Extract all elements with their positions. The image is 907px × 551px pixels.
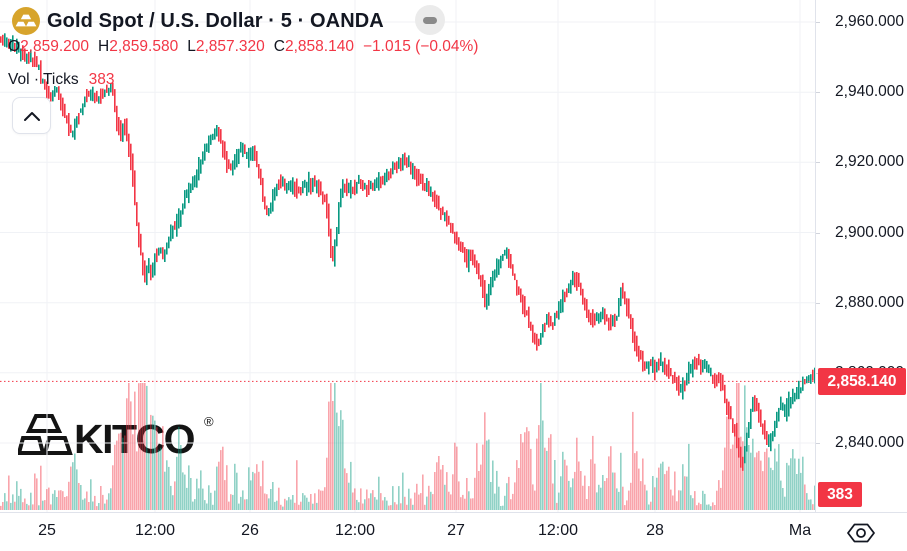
chart-pane[interactable]: KITCO ® Gold Spot / U.S. Dollar · 5 · OA…: [0, 0, 815, 512]
time-axis-label: 12:00: [134, 522, 176, 539]
price-axis-label: 2,940.000: [835, 83, 904, 100]
price-axis-label: 2,960.000: [835, 13, 904, 30]
kitco-logo: KITCO ®: [18, 414, 214, 458]
price-axis-label: 2,840.000: [835, 434, 904, 451]
time-axis-label: 25: [38, 522, 56, 539]
time-axis-label: Ma: [788, 522, 812, 539]
legend-more-button[interactable]: [415, 5, 445, 35]
pane-collapse-button[interactable]: [12, 97, 51, 134]
price-axis-tick: [816, 233, 820, 234]
time-axis-label: 28: [646, 522, 664, 539]
minus-icon: [423, 16, 437, 24]
registered-mark: ®: [204, 414, 214, 429]
settings-hexagon-icon[interactable]: [845, 522, 877, 544]
time-axis-label: 12:00: [334, 522, 376, 539]
price-chart-canvas[interactable]: [0, 0, 815, 512]
last-price-flag: 2,858.140: [818, 368, 906, 395]
kitco-wordmark: KITCO: [74, 416, 195, 458]
price-axis-label: 2,880.000: [835, 294, 904, 311]
price-axis-tick: [816, 92, 820, 93]
price-axis-label: 2,920.000: [835, 153, 904, 170]
price-axis-tick: [816, 162, 820, 163]
time-axis-label: 26: [241, 522, 259, 539]
time-axis-label: 12:00: [537, 522, 579, 539]
kitco-watermark: KITCO ®: [18, 412, 218, 458]
time-axis-label: 27: [447, 522, 465, 539]
price-axis-tick: [816, 443, 820, 444]
price-axis-label: 2,900.000: [835, 224, 904, 241]
price-axis[interactable]: 2,858.140 383 2,960.000 2,940.000 2,920.00…: [815, 0, 907, 512]
time-axis[interactable]: 25 12:00 26 12:00 27 12:00 28 Ma: [0, 512, 907, 551]
chevron-up-icon: [23, 111, 40, 121]
price-axis-tick: [816, 303, 820, 304]
volume-flag: 383: [818, 482, 862, 507]
price-axis-tick: [816, 22, 820, 23]
